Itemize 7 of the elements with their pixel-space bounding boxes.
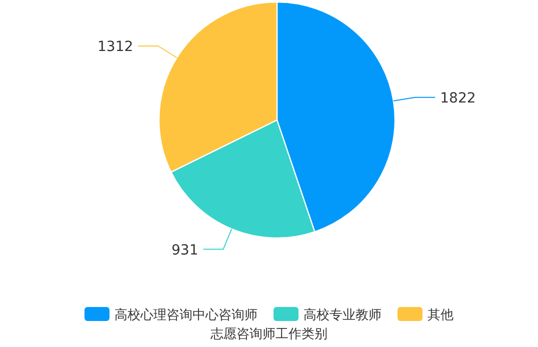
legend-label: 其他	[428, 308, 454, 323]
data-label: 1822	[440, 90, 476, 106]
data-label: 1312	[98, 39, 134, 56]
legend-label: 高校专业教师	[304, 307, 382, 323]
data-label: 931	[172, 242, 198, 258]
legend-label: 高校心理咨询中心咨询师	[114, 307, 258, 323]
legend-title: 志愿咨询师工作类别	[210, 327, 328, 342]
